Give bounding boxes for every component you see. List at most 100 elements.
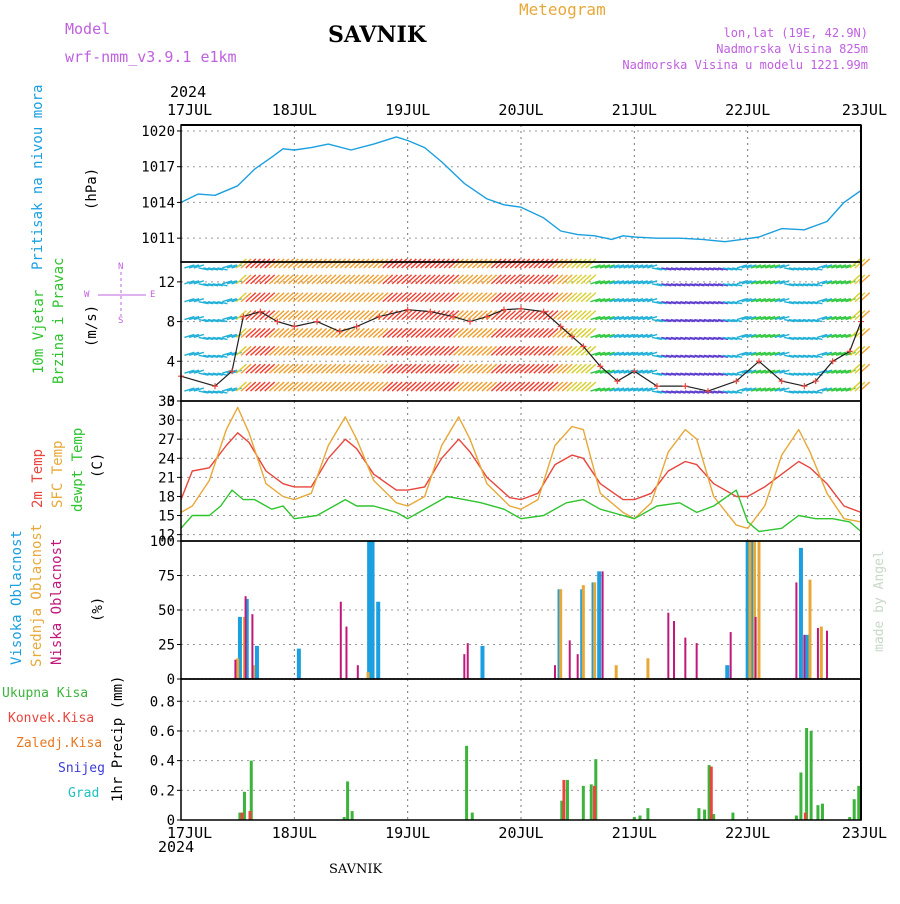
wind-barb [661,336,672,341]
wind-barb [344,310,356,321]
wind-gust-marker [240,313,247,320]
wind-barb [500,258,512,269]
wind-barb [821,333,833,339]
wind-barb [198,267,209,271]
wind-barb [377,327,389,338]
wind-barb [788,336,799,341]
wind-barb [467,345,479,356]
wind-barb [283,274,295,285]
wind-barb [193,333,205,339]
wind-barb [708,372,719,376]
wind-barb [680,354,691,359]
wind-barb [651,390,663,394]
wind-barb [755,298,766,303]
wind-barb [618,351,630,356]
wind-barb [193,387,205,392]
wind-barb [386,292,398,303]
wind-barb [188,315,200,321]
wind-barb [339,310,351,321]
wind-barb [637,333,648,339]
wind-barb [264,258,276,269]
low-cloud-bar [356,665,359,679]
wind-barb [476,363,488,374]
wind-barb [661,354,672,359]
wind-barb [646,280,658,285]
wind-barb [769,387,781,392]
wind-barb [500,345,512,356]
wind-barb [746,387,757,392]
wind-barb [386,274,398,285]
wind-barb [434,345,446,356]
wind-barb [684,372,696,376]
wind-barb [401,345,413,356]
wind-barb [259,345,271,356]
compass-s: S [118,316,124,326]
wind-barb [481,292,493,303]
wind-barb [556,327,568,338]
wind-barb [462,258,474,269]
wind-barb [353,274,365,285]
total-rain-bar [249,760,253,820]
wind-barb [732,267,743,271]
wind-barb [316,381,328,392]
wind-barb [722,372,733,376]
temp-dewpt-line [180,489,862,533]
wind-barb [849,381,861,392]
wind-barb [429,310,441,321]
cloud-ylabel: Visoka Oblacnost [9,530,25,665]
wind-barb [212,318,223,323]
wind-barb [382,345,394,356]
wind-barb [646,264,658,269]
wind-barb [854,327,866,338]
wind-barb [273,310,285,321]
wind-barb [235,345,247,356]
wind-barb [741,351,752,356]
wind-barb [750,333,762,339]
wind-barb [575,292,587,303]
wind-barb [826,333,837,339]
wind-barb [623,351,634,356]
wind-barb [556,292,568,303]
wind-barb [443,292,455,303]
wind-barb [604,280,615,285]
wind-barb [372,345,384,356]
wind-barb [694,283,705,287]
wind-barb [363,292,375,303]
wind-barb [821,351,833,356]
wind-barb [831,280,842,285]
grid-layer [181,125,861,820]
total-rain-bar [707,765,711,820]
wind-barb [826,351,837,356]
y-tick-label: 0 [167,394,175,410]
y-tick-label: 0.2 [150,783,175,799]
wind-barb [561,345,573,356]
wind-barb [774,264,785,269]
wind-barb [812,301,823,305]
wind-barb [500,310,512,321]
date-tick-label-bottom: 19JUL [385,824,430,842]
low-cloud-bar [601,571,604,679]
wind-barb [769,315,781,321]
wind-barb [760,280,771,285]
wind-barb [802,390,814,394]
wind-barb [353,292,365,303]
wind-gust-marker [846,348,853,355]
wind-barb [259,292,271,303]
wind-barb [571,345,583,356]
wind-barb [217,301,228,305]
wind-barb [240,345,252,356]
wind-barb [505,381,516,392]
wind-barb [689,372,700,376]
wind-barb [807,318,818,323]
mid-cloud-bar [646,658,650,679]
wind-barb [490,327,502,338]
wind-barb [505,363,516,374]
wind-barb [377,274,389,285]
wind-barb [760,369,771,374]
wind-barb [212,390,223,394]
wind-barb [339,258,351,269]
wind-barb [849,345,861,356]
high-cloud-bar [367,541,372,679]
total-rain-bar [565,779,569,820]
wind-barb [656,318,667,323]
